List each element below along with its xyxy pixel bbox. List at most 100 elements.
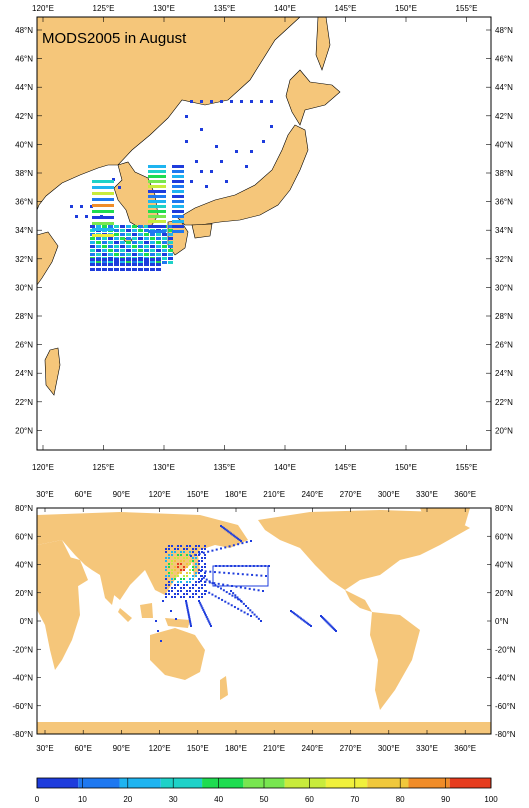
observation-marker <box>198 563 200 565</box>
observation-marker <box>168 572 170 574</box>
observation-marker <box>215 548 218 551</box>
observation-marker <box>204 580 207 583</box>
observation-marker <box>298 616 301 619</box>
observation-marker <box>114 237 119 240</box>
observation-marker <box>183 548 185 550</box>
observation-marker <box>138 268 143 271</box>
observation-marker <box>217 582 220 585</box>
india <box>100 575 118 605</box>
observation-marker <box>90 205 93 208</box>
observation-marker <box>204 614 207 617</box>
observation-marker <box>96 253 101 256</box>
observation-marker <box>162 249 167 252</box>
observation-marker <box>239 586 242 589</box>
north-america <box>258 510 470 590</box>
observation-marker <box>157 630 159 632</box>
colorbar-segment <box>284 778 326 788</box>
observation-marker <box>148 180 166 183</box>
colorbar-tick-label: 60 <box>305 795 314 804</box>
observation-marker <box>192 596 194 598</box>
observation-marker <box>156 245 161 248</box>
observation-marker <box>165 575 167 577</box>
observation-marker <box>138 237 143 240</box>
observation-marker <box>171 587 173 589</box>
regional-lat-label-left: 42°N <box>15 112 33 121</box>
global-lat-label-right: -60°N <box>495 702 516 711</box>
observation-marker <box>218 571 221 574</box>
observation-marker <box>144 268 149 271</box>
observation-marker <box>189 587 191 589</box>
observation-marker <box>270 125 273 128</box>
observation-marker <box>204 572 206 574</box>
observation-marker <box>156 253 161 256</box>
regional-ticks <box>37 17 491 450</box>
eurasia <box>37 512 248 600</box>
colorbar-segment <box>408 778 450 788</box>
observation-marker <box>186 545 188 547</box>
observation-marker <box>207 619 210 622</box>
observation-marker <box>250 150 253 153</box>
observation-marker <box>126 268 131 271</box>
observation-marker <box>180 569 182 571</box>
regional-lon-label-top: 145°E <box>335 4 357 13</box>
colorbar-segment <box>449 778 491 788</box>
observation-marker <box>198 596 200 598</box>
observation-marker <box>102 258 107 261</box>
observation-marker <box>102 268 107 271</box>
observation-marker <box>168 554 170 556</box>
observation-marker <box>177 548 179 550</box>
observation-marker <box>192 548 194 550</box>
observation-marker <box>211 549 214 552</box>
observation-marker <box>185 115 188 118</box>
colorbar-segment <box>325 778 368 788</box>
observation-marker <box>251 611 254 614</box>
observation-marker <box>120 258 125 261</box>
observation-marker <box>183 587 185 589</box>
observation-marker <box>246 613 249 616</box>
observation-marker <box>294 613 297 616</box>
observation-marker <box>172 165 184 168</box>
global-land <box>37 508 491 734</box>
global-lat-label-right: 0°N <box>495 617 509 626</box>
observation-marker <box>75 215 78 218</box>
observation-marker <box>183 584 185 586</box>
observation-marker <box>333 628 336 631</box>
observation-marker <box>144 253 149 256</box>
observation-marker <box>217 585 220 588</box>
observation-marker <box>148 185 166 188</box>
observation-marker <box>156 241 161 244</box>
observation-marker <box>204 566 206 568</box>
observation-marker <box>120 225 125 228</box>
observation-marker <box>335 630 337 632</box>
observation-marker <box>180 551 182 553</box>
observation-marker <box>168 237 173 240</box>
observation-marker <box>165 584 167 586</box>
observation-marker <box>323 618 326 621</box>
regional-map: 120°E 125°E 130°E 135°E 140°E 145°E 150°E 155°E… <box>15 4 513 472</box>
observation-marker <box>204 545 206 547</box>
taiwan <box>44 347 61 396</box>
observation-marker <box>156 249 161 252</box>
regional-lon-label-bottom: 135°E <box>214 463 236 472</box>
observation-marker <box>144 263 149 266</box>
observation-marker <box>120 263 125 266</box>
observation-marker <box>250 100 253 103</box>
observation-marker <box>195 581 197 583</box>
observation-marker <box>198 545 200 547</box>
observation-marker <box>195 590 197 592</box>
observation-marker <box>180 587 182 589</box>
observation-marker <box>108 263 113 266</box>
global-lat-label-left: -20°N <box>12 645 33 654</box>
observation-marker <box>245 165 248 168</box>
observation-marker <box>204 563 206 565</box>
observation-marker <box>172 180 184 183</box>
observation-marker <box>144 261 149 264</box>
observation-marker <box>177 566 179 568</box>
new-zealand <box>220 676 228 700</box>
observation-marker <box>328 623 331 626</box>
observation-marker <box>92 186 114 189</box>
observation-marker <box>165 587 167 589</box>
observation-marker <box>138 263 143 266</box>
observation-marker <box>205 185 208 188</box>
observation-marker <box>186 575 188 577</box>
